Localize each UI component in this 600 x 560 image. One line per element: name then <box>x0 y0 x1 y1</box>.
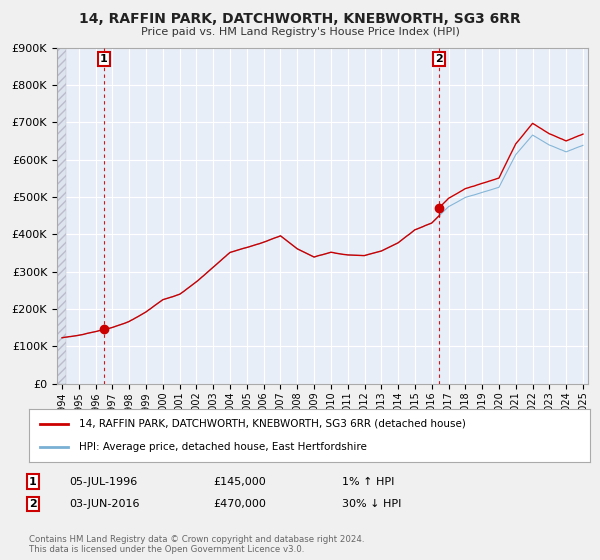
Text: 2: 2 <box>29 499 37 509</box>
Text: 14, RAFFIN PARK, DATCHWORTH, KNEBWORTH, SG3 6RR: 14, RAFFIN PARK, DATCHWORTH, KNEBWORTH, … <box>79 12 521 26</box>
Text: 1: 1 <box>29 477 37 487</box>
Text: 05-JUL-1996: 05-JUL-1996 <box>69 477 137 487</box>
Text: HPI: Average price, detached house, East Hertfordshire: HPI: Average price, detached house, East… <box>79 442 367 452</box>
Text: 1% ↑ HPI: 1% ↑ HPI <box>342 477 394 487</box>
Text: Price paid vs. HM Land Registry's House Price Index (HPI): Price paid vs. HM Land Registry's House … <box>140 27 460 37</box>
Text: Contains HM Land Registry data © Crown copyright and database right 2024.
This d: Contains HM Land Registry data © Crown c… <box>29 535 364 554</box>
Text: 30% ↓ HPI: 30% ↓ HPI <box>342 499 401 509</box>
Text: £470,000: £470,000 <box>213 499 266 509</box>
Text: £145,000: £145,000 <box>213 477 266 487</box>
Text: 1: 1 <box>100 54 108 64</box>
Text: 2: 2 <box>435 54 443 64</box>
Text: 03-JUN-2016: 03-JUN-2016 <box>69 499 139 509</box>
Text: 14, RAFFIN PARK, DATCHWORTH, KNEBWORTH, SG3 6RR (detached house): 14, RAFFIN PARK, DATCHWORTH, KNEBWORTH, … <box>79 419 466 429</box>
